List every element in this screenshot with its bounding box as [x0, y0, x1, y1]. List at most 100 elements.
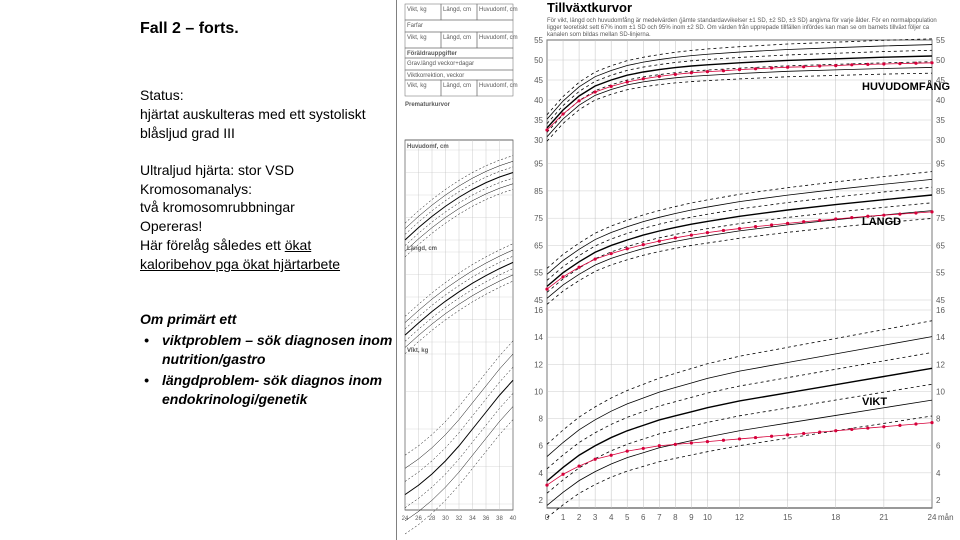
- svg-text:Huvudomf, cm: Huvudomf, cm: [479, 35, 518, 41]
- svg-text:8: 8: [936, 415, 941, 424]
- svg-text:VIKT: VIKT: [862, 396, 887, 408]
- svg-text:40: 40: [534, 96, 543, 105]
- svg-text:85: 85: [534, 187, 543, 196]
- svg-text:55: 55: [936, 269, 945, 278]
- svg-text:4: 4: [609, 513, 614, 522]
- findings-l2: Kromosomanalys:: [140, 181, 252, 197]
- growth-chart-svg: Vikt, kg Längd, cm Huvudomf, cm Farfar Vikt,…: [397, 0, 960, 540]
- svg-text:Föräldrauppgifter: Föräldrauppgifter: [407, 51, 458, 57]
- svg-text:4: 4: [936, 469, 941, 478]
- svg-text:40: 40: [936, 96, 945, 105]
- findings-l1: Ultraljud hjärta: stor VSD: [140, 162, 294, 178]
- svg-text:Vikt, kg: Vikt, kg: [407, 83, 427, 89]
- svg-text:kanalen som bildas mellan SD-l: kanalen som bildas mellan SD-linjerna.: [547, 32, 651, 38]
- svg-text:95: 95: [534, 160, 543, 169]
- svg-text:12: 12: [735, 513, 744, 522]
- svg-text:10: 10: [703, 513, 712, 522]
- svg-text:7: 7: [657, 513, 662, 522]
- svg-text:36: 36: [483, 516, 490, 522]
- svg-text:75: 75: [936, 214, 945, 223]
- svg-text:1: 1: [561, 513, 566, 522]
- svg-text:65: 65: [534, 241, 543, 250]
- svg-text:12: 12: [936, 360, 945, 369]
- svg-text:75: 75: [534, 214, 543, 223]
- svg-text:34: 34: [469, 516, 476, 522]
- findings-u1: ökat: [285, 237, 311, 253]
- status-body: hjärtat auskulteras med ett systoliskt b…: [140, 106, 366, 141]
- svg-text:65: 65: [936, 241, 945, 250]
- svg-text:28: 28: [429, 516, 436, 522]
- svg-text:Längd, cm: Längd, cm: [443, 7, 471, 13]
- svg-text:Tillväxtkurvor: Tillväxtkurvor: [547, 0, 632, 15]
- svg-text:6: 6: [936, 442, 941, 451]
- growth-chart-pane: Vikt, kg Längd, cm Huvudomf, cm Farfar Vikt,…: [396, 0, 960, 540]
- svg-text:8: 8: [673, 513, 678, 522]
- findings-paragraph: Ultraljud hjärta: stor VSD Kromosomanaly…: [140, 161, 400, 274]
- svg-text:10: 10: [534, 387, 543, 396]
- svg-text:2: 2: [936, 496, 941, 505]
- svg-text:3: 3: [593, 513, 598, 522]
- svg-text:Huvudomf, cm: Huvudomf, cm: [479, 7, 518, 13]
- svg-text:55: 55: [936, 36, 945, 45]
- svg-text:Viktkorrektion, veckor: Viktkorrektion, veckor: [407, 73, 464, 79]
- svg-text:HUVUDOMFÅNG: HUVUDOMFÅNG: [862, 80, 950, 93]
- text-column: Fall 2 – forts. Status: hjärtat auskulte…: [140, 20, 400, 408]
- svg-text:Huvudomf, cm: Huvudomf, cm: [479, 83, 518, 89]
- status-paragraph: Status: hjärtat auskulteras med ett syst…: [140, 86, 400, 143]
- svg-text:30: 30: [936, 136, 945, 145]
- advice-bullet-1: viktproblem – sök diagnosen inom nutriti…: [140, 331, 400, 369]
- svg-text:4: 4: [539, 469, 544, 478]
- svg-text:2: 2: [539, 496, 544, 505]
- advice-block: Om primärt ett viktproblem – sök diagnos…: [140, 310, 400, 408]
- findings-u2: kaloribehov pga ökat hjärtarbete: [140, 256, 340, 272]
- svg-text:6: 6: [641, 513, 646, 522]
- svg-text:35: 35: [534, 116, 543, 125]
- svg-text:Längd, cm: Längd, cm: [443, 35, 471, 41]
- svg-text:55: 55: [534, 269, 543, 278]
- svg-text:15: 15: [783, 513, 792, 522]
- svg-text:Längd, cm: Längd, cm: [443, 83, 471, 89]
- svg-text:16: 16: [936, 306, 945, 315]
- svg-text:40: 40: [510, 516, 517, 522]
- svg-text:ligger teoretiskt sett 67% ino: ligger teoretiskt sett 67% inom ±1 SD oc…: [547, 24, 930, 31]
- svg-text:55: 55: [534, 36, 543, 45]
- findings-l3: två kromosomrubbningar: [140, 199, 295, 215]
- svg-text:95: 95: [936, 160, 945, 169]
- svg-text:50: 50: [936, 56, 945, 65]
- svg-text:30: 30: [442, 516, 449, 522]
- svg-text:45: 45: [534, 296, 543, 305]
- svg-text:Prematurkurvor: Prematurkurvor: [405, 102, 451, 108]
- svg-text:8: 8: [539, 415, 544, 424]
- advice-bullet-2: längdproblem- sök diagnos inom endokrino…: [140, 371, 400, 409]
- svg-text:38: 38: [496, 516, 503, 522]
- svg-text:32: 32: [456, 516, 463, 522]
- svg-text:Farfar: Farfar: [407, 23, 423, 29]
- svg-text:För vikt, längd och huvudomfån: För vikt, längd och huvudomfång är medel…: [547, 17, 937, 24]
- svg-text:2: 2: [577, 513, 582, 522]
- svg-text:9: 9: [689, 513, 694, 522]
- status-heading: Status:: [140, 87, 184, 103]
- svg-text:Vikt, kg: Vikt, kg: [407, 35, 427, 41]
- findings-l5a: Här förelåg således ett: [140, 237, 285, 253]
- svg-text:6: 6: [539, 442, 544, 451]
- svg-text:18: 18: [831, 513, 840, 522]
- svg-text:5: 5: [625, 513, 630, 522]
- svg-text:14: 14: [936, 333, 945, 342]
- svg-text:14: 14: [534, 333, 543, 342]
- svg-text:Grav.längd veckor+dagar: Grav.längd veckor+dagar: [407, 61, 474, 67]
- case-title: Fall 2 – forts.: [140, 20, 400, 38]
- svg-text:mån: mån: [938, 513, 954, 522]
- svg-text:10: 10: [936, 387, 945, 396]
- svg-text:45: 45: [936, 296, 945, 305]
- svg-text:Huvudomf, cm: Huvudomf, cm: [407, 144, 449, 150]
- findings-l4: Opereras!: [140, 218, 202, 234]
- svg-text:85: 85: [936, 187, 945, 196]
- svg-text:50: 50: [534, 56, 543, 65]
- svg-text:26: 26: [415, 516, 422, 522]
- advice-heading: Om primärt ett: [140, 310, 400, 329]
- svg-text:30: 30: [534, 136, 543, 145]
- svg-text:35: 35: [936, 116, 945, 125]
- svg-text:24: 24: [928, 513, 937, 522]
- svg-text:12: 12: [534, 360, 543, 369]
- svg-text:Längd, cm: Längd, cm: [407, 246, 437, 252]
